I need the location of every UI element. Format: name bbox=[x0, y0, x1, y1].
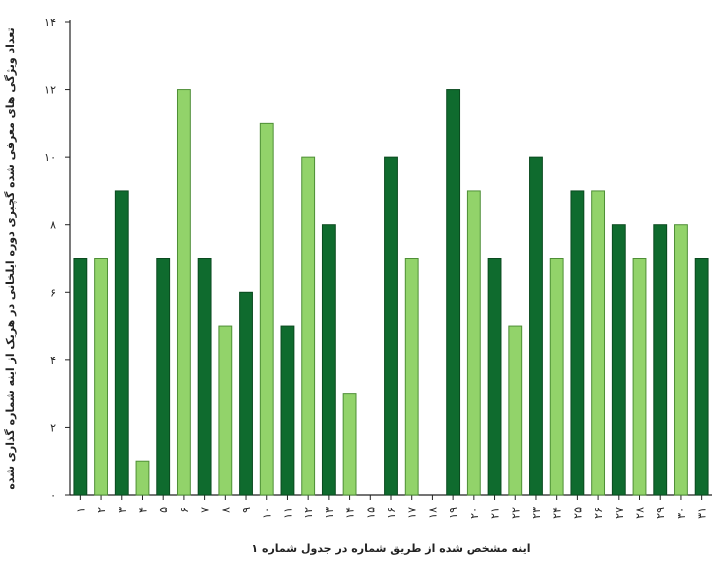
bar bbox=[404, 258, 419, 496]
x-tick-label: ۱۸ bbox=[426, 507, 439, 519]
bar bbox=[529, 156, 543, 496]
x-tick-label: ۲۸ bbox=[634, 507, 647, 519]
x-tick-label: ۲۹ bbox=[654, 507, 667, 519]
x-tick-label: ۲۳ bbox=[530, 507, 543, 519]
x-tick-label: ۲۷ bbox=[613, 507, 626, 519]
x-tick-label: ۱۰ bbox=[261, 507, 274, 519]
x-tick-label: ۸ bbox=[219, 507, 232, 513]
bar bbox=[176, 89, 191, 496]
x-tick-label: ۱۳ bbox=[323, 507, 336, 519]
x-tick-label: ۱ bbox=[74, 507, 87, 513]
bar bbox=[653, 224, 668, 496]
bar bbox=[611, 224, 626, 496]
x-tick-label: ۱۴ bbox=[344, 507, 357, 519]
bar bbox=[114, 190, 129, 496]
y-tick-label: ۱۴ bbox=[44, 16, 56, 29]
y-tick-label: ۸ bbox=[50, 219, 56, 232]
x-tick-label: ۳ bbox=[116, 507, 129, 513]
y-tick-label: ۶ bbox=[50, 286, 56, 299]
bar bbox=[239, 291, 253, 496]
bar bbox=[446, 89, 461, 496]
bar bbox=[135, 460, 150, 496]
bar bbox=[94, 258, 108, 496]
bar bbox=[218, 325, 233, 496]
x-tick-label: ۱۶ bbox=[385, 507, 398, 519]
y-axis: ۰ ۲ ۴ ۶ ۸ ۱۰ ۱۲ ۱۴ bbox=[44, 16, 71, 502]
bar bbox=[508, 325, 523, 496]
x-tick-label: ۱۹ bbox=[447, 507, 460, 519]
bar bbox=[570, 190, 585, 496]
bar bbox=[674, 224, 688, 496]
bar bbox=[487, 258, 502, 496]
bar bbox=[591, 190, 606, 496]
y-tick-label: ۱۰ bbox=[44, 151, 56, 164]
x-axis: ۱ ۲ ۳ ۴ ۵ ۶ ۷ ۸ ۹ ۱۰ ۱۱ ۱۲ ۱۳ ۱۴ ۱۵ ۱۶ ۱۷ ۱۸ ۱۹ ۲۰ ۲۱ ۲۲ ۲۳ ۲۴ ۲… bbox=[70, 494, 712, 519]
x-tick-label: ۱۱ bbox=[281, 507, 294, 519]
x-tick-label: ۲۱ bbox=[489, 507, 502, 519]
x-tick-label: ۲۶ bbox=[592, 507, 605, 519]
bar bbox=[321, 224, 336, 496]
x-tick-label: ۴ bbox=[136, 507, 149, 513]
bar bbox=[301, 156, 316, 496]
bar bbox=[197, 258, 212, 496]
bar bbox=[694, 258, 709, 496]
x-tick-label: ۶ bbox=[178, 507, 191, 513]
y-axis-title: تعداد ویژگی های معرفی شده گچبری دوره ایل… bbox=[4, 27, 17, 489]
x-tick-label: ۱۲ bbox=[302, 507, 315, 519]
y-tick-label: ۴ bbox=[50, 354, 56, 367]
y-tick-label: ۰ bbox=[50, 489, 56, 502]
x-axis-title: اینه مشخص شده از طریق شماره در جدول شمار… bbox=[251, 542, 530, 555]
bar bbox=[342, 393, 357, 496]
y-tick-label: ۲ bbox=[50, 421, 56, 434]
x-tick-label: ۷ bbox=[199, 507, 212, 513]
x-tick-label: ۳۰ bbox=[675, 507, 688, 519]
x-tick-label: ۱۵ bbox=[364, 507, 377, 519]
bar bbox=[632, 258, 647, 496]
bar bbox=[156, 258, 171, 496]
bar bbox=[280, 325, 295, 496]
bar bbox=[466, 190, 481, 496]
bar bbox=[384, 156, 398, 496]
x-tick-label: ۲۵ bbox=[571, 507, 584, 519]
y-tick-label: ۱۲ bbox=[44, 84, 56, 97]
bar bbox=[73, 258, 88, 496]
x-tick-label: ۵ bbox=[157, 507, 170, 513]
x-tick-label: ۲۴ bbox=[551, 507, 564, 519]
x-tick-label: ۱۷ bbox=[406, 507, 419, 519]
x-tick-label: ۲۲ bbox=[509, 507, 522, 519]
x-tick-label: ۲ bbox=[95, 507, 108, 513]
bar bbox=[549, 258, 564, 496]
x-tick-label: ۹ bbox=[240, 507, 253, 513]
bars bbox=[73, 89, 709, 496]
x-tick-label: ۳۱ bbox=[696, 507, 709, 519]
x-tick-label: ۲۰ bbox=[468, 507, 481, 519]
bar bbox=[259, 122, 274, 496]
